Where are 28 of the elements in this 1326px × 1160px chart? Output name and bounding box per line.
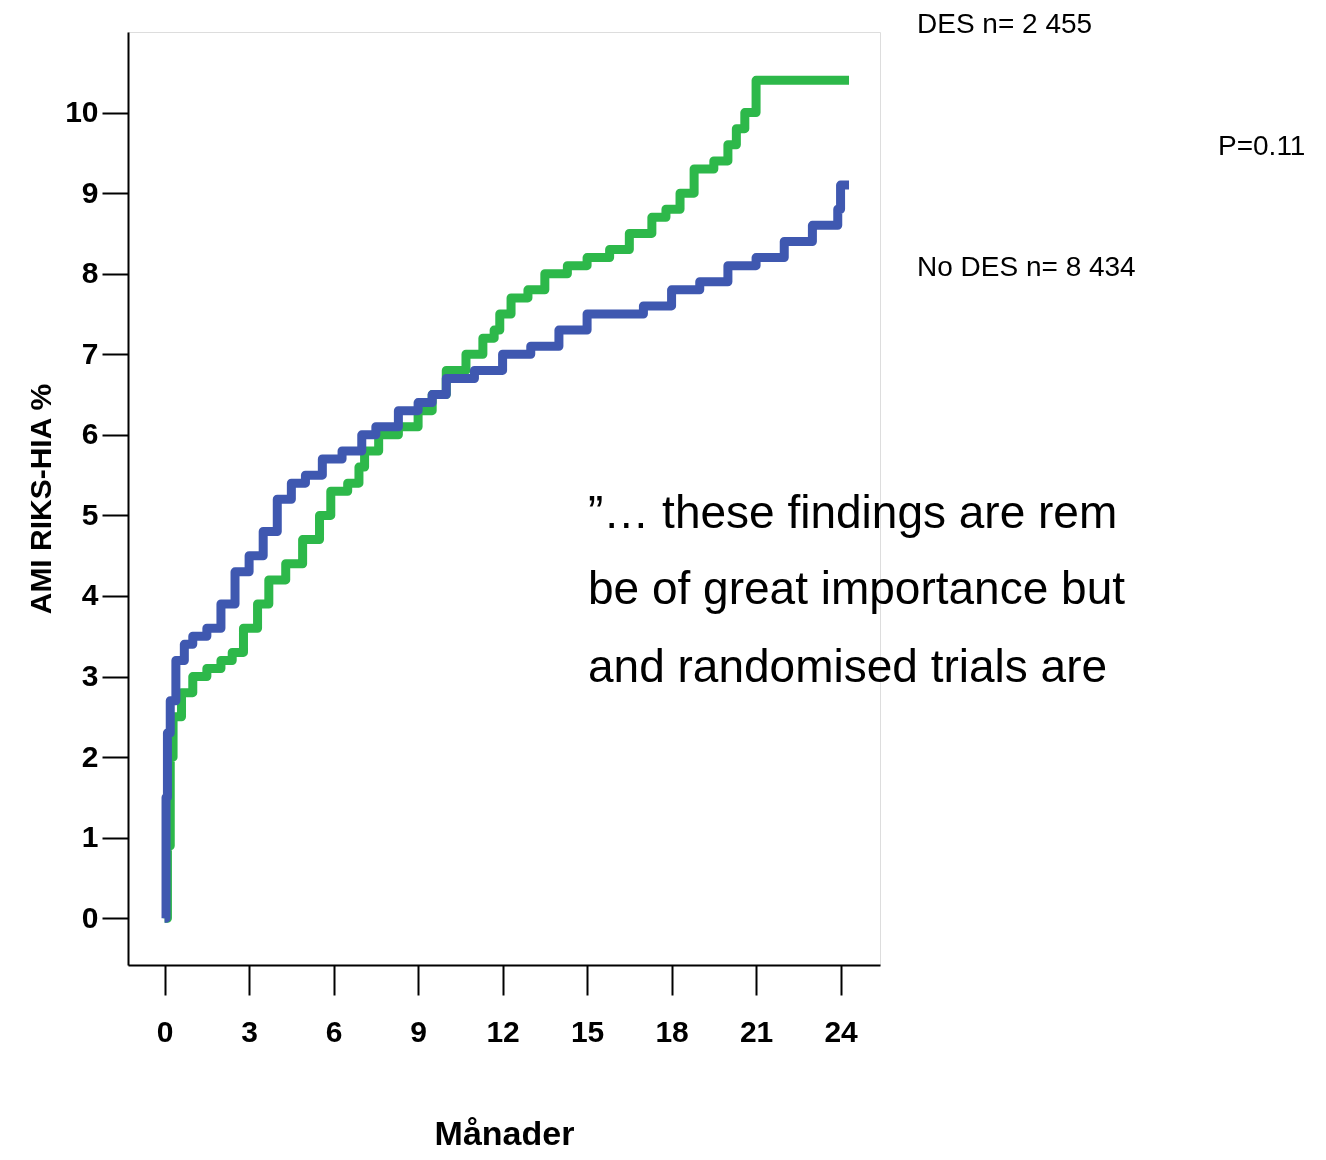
y-tick-label: 8: [81, 256, 99, 290]
x-tick-label: 6: [325, 1014, 343, 1048]
text: No DES n= 8 434: [917, 251, 1136, 282]
y-tick-label: 9: [81, 175, 99, 209]
annotation: ”… these findings are rem: [588, 486, 1118, 538]
y-tick-label: 5: [81, 497, 99, 531]
y-tick-label: 6: [81, 417, 99, 451]
x-tick-label: 3: [241, 1014, 258, 1048]
y-tick-label: 1: [81, 820, 99, 854]
annotation: be of great importance but: [588, 562, 1126, 614]
y-tick-label: 10: [65, 95, 99, 129]
x-tick-label: 0: [156, 1014, 174, 1048]
text: DES n= 2 455: [917, 8, 1093, 39]
x-tick-label: 24: [824, 1014, 859, 1048]
x-tick-label: 21: [739, 1014, 774, 1048]
y-tick-label: 0: [81, 900, 99, 934]
y-tick-label: 3: [81, 659, 99, 693]
x-axis-title: Månader: [434, 1113, 575, 1152]
x-tick-label: 12: [486, 1014, 520, 1048]
y-tick-label: 4: [81, 578, 99, 612]
x-tick-label: 18: [655, 1014, 689, 1048]
text: P=0.11: [1218, 130, 1306, 161]
annotation: and randomised trials are: [588, 640, 1108, 692]
x-tick-label: 15: [570, 1014, 605, 1048]
x-tick-label: 9: [410, 1014, 427, 1048]
y-axis-title: AMI RIKS-HIA %: [24, 383, 58, 615]
y-tick-label: 7: [81, 336, 99, 370]
y-tick-label: 2: [81, 739, 99, 773]
